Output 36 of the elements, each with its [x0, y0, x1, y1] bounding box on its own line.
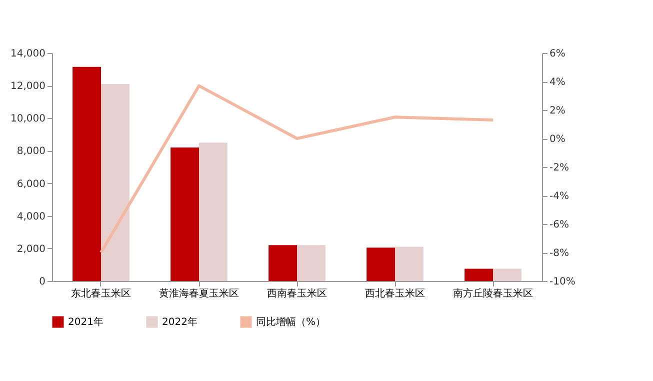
line-series: [100, 84, 494, 254]
legend-label: 2022年: [162, 316, 198, 328]
bar: [268, 245, 297, 281]
bar: [170, 147, 199, 281]
y2-tick-label: -10%: [550, 276, 576, 288]
y-tick-label: 12,000: [10, 81, 46, 92]
bar: [199, 142, 228, 281]
y2-tick-label: -6%: [550, 220, 569, 230]
bar: [297, 245, 326, 281]
y2-tick-label: -4%: [550, 191, 569, 202]
y-tick-label: 2,000: [16, 244, 46, 255]
x-tick-label: 南方丘陵春玉米区: [453, 288, 533, 300]
y2-tick-label: -2%: [550, 162, 569, 174]
y-tick-label: 0: [39, 276, 46, 288]
legend-label: 2021年: [68, 316, 104, 328]
y-tick-label: 14,000: [10, 48, 46, 60]
y-tick-label: 4,000: [16, 211, 46, 222]
bar: [366, 248, 395, 281]
y-tick-label: 10,000: [10, 114, 46, 125]
x-tick-label: 西南春玉米区: [267, 288, 327, 300]
x-tick-label: 东北春玉米区: [71, 288, 131, 300]
bar: [493, 268, 522, 281]
y2-tick-label: 6%: [550, 48, 566, 60]
x-tick-label: 黄淮海春夏玉米区: [159, 288, 239, 300]
y2-tick-label: -8%: [550, 248, 569, 259]
bar: [464, 268, 493, 281]
x-tick-label: 西北春玉米区: [365, 288, 425, 300]
y-tick-label: 8,000: [16, 146, 46, 158]
y2-tick-label: 4%: [550, 77, 566, 88]
bar: [72, 66, 101, 281]
y2-tick-label: 2%: [550, 106, 566, 116]
bar: [101, 84, 130, 281]
legend-label: 同比增幅（%）: [256, 316, 326, 328]
y-tick-label: 6,000: [16, 178, 46, 190]
bar: [395, 246, 424, 281]
y2-tick-label: 0%: [550, 134, 566, 145]
